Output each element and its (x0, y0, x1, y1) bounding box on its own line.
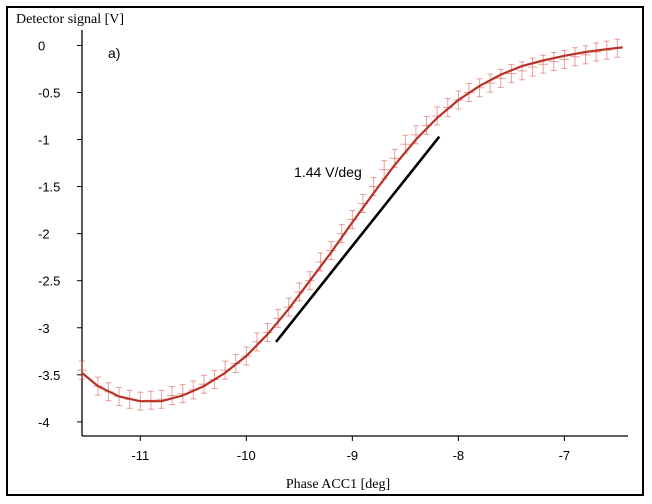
data-point (262, 322, 273, 342)
data-point (77, 360, 87, 380)
data-point (347, 210, 358, 230)
x-tick-label: -9 (347, 448, 359, 463)
data-point (548, 51, 559, 71)
data-point (167, 386, 178, 406)
y-tick-label: -1.5 (38, 180, 60, 195)
data-point (559, 50, 570, 70)
slope-line (274, 135, 441, 343)
x-tick-label: -11 (131, 448, 149, 463)
y-tick-label: -2 (38, 227, 50, 242)
data-point (495, 68, 506, 88)
panel-label: a) (108, 45, 120, 61)
slope-annotation: 1.44 V/deg (294, 164, 362, 180)
data-point (516, 61, 527, 81)
y-tick-label: -0.5 (38, 85, 60, 100)
data-point (580, 45, 591, 65)
chart-svg: Detector signal [V] Phase ACC1 [deg] a) … (16, 12, 628, 492)
data-point (569, 47, 580, 67)
x-tick-label: -10 (237, 448, 256, 463)
y-tick-label: 0 (38, 38, 45, 53)
data-point (506, 64, 517, 84)
x-axis-label: Phase ACC1 [deg] (286, 477, 390, 492)
fit-curve (81, 46, 623, 403)
chart-frame: Detector signal [V] Phase ACC1 [deg] a) … (6, 6, 644, 496)
y-axis-label: Detector signal [V] (16, 12, 124, 27)
y-tick-label: -1 (38, 133, 50, 148)
data-point (527, 57, 538, 77)
y-tick-label: -3 (38, 321, 50, 336)
y-tick-label: -4 (38, 415, 50, 430)
y-tick-label: -2.5 (38, 274, 60, 289)
data-point (538, 54, 549, 74)
y-tick-label: -3.5 (38, 368, 60, 383)
x-tick-label: -8 (453, 448, 465, 463)
data-point (442, 98, 453, 118)
x-tick-label: -7 (559, 448, 571, 463)
